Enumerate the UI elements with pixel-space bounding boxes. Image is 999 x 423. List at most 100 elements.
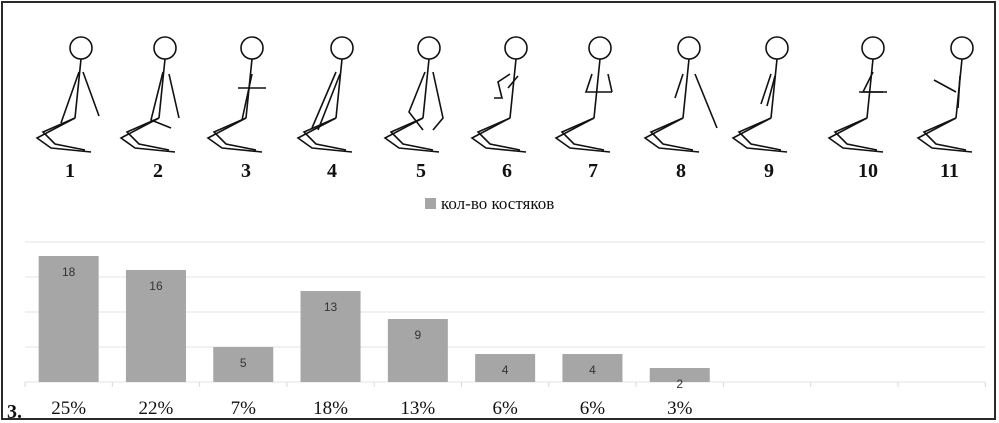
bar (387, 319, 448, 382)
figure-number: 1 (65, 160, 75, 182)
bars: 18 16 5 13 9 4 4 2 (38, 256, 710, 391)
figure-head (240, 36, 264, 60)
percent-label: 13% (400, 398, 435, 419)
bar (213, 347, 274, 382)
skeleton-figure: 11 (916, 36, 974, 182)
figure-leg (383, 117, 440, 153)
percent-label: 25% (51, 398, 86, 419)
figure-arm (317, 73, 341, 131)
figure-leg (206, 117, 263, 153)
figure-leg (916, 117, 973, 153)
figure-number: 11 (940, 160, 959, 182)
bar-value-label: 2 (676, 377, 683, 391)
figure-arm (408, 71, 426, 131)
skeleton-figure: 7 (554, 36, 613, 182)
figure-number: 2 (153, 160, 163, 182)
percent-label: 7% (231, 398, 257, 419)
figure-leg (470, 117, 527, 153)
skeleton-figure: 6 (470, 36, 528, 182)
bar (562, 354, 623, 382)
figure-arm (82, 71, 100, 117)
figure-leg (833, 117, 878, 151)
bar (649, 368, 710, 382)
figure-torso (593, 58, 601, 119)
figure-head (153, 36, 177, 60)
bar-value-label: 9 (415, 328, 422, 342)
skeleton-figure: 1 (35, 36, 100, 182)
figure-arm (311, 71, 337, 129)
figure-head (504, 36, 528, 60)
legend: кол-во костяков (425, 194, 554, 213)
bar-value-label: 4 (589, 363, 596, 377)
figure-arm (694, 73, 718, 129)
figure-number: 7 (588, 160, 598, 182)
bar-value-label: 5 (240, 356, 247, 370)
figure-leg (649, 117, 694, 151)
skeleton-figure: 10 (827, 36, 887, 182)
bar (125, 270, 186, 382)
figure-arm (494, 73, 511, 99)
figure-arm (766, 75, 776, 107)
figure-head (69, 36, 93, 60)
figure-number: 3 (241, 160, 251, 182)
figure-number: 8 (676, 160, 686, 182)
percent-label: 22% (139, 398, 174, 419)
figure-head (765, 36, 789, 60)
skeleton-figure: 2 (119, 36, 180, 182)
figure-leg (731, 117, 788, 153)
legend-swatch (425, 198, 436, 209)
figure-leg (643, 117, 700, 153)
bar-value-label: 4 (502, 363, 509, 377)
figure-leg (41, 117, 86, 151)
figure-head (861, 36, 885, 60)
figure-arm (957, 75, 961, 109)
skeleton-figure: 5 (383, 36, 444, 182)
figure-head (330, 36, 354, 60)
figure-leg (922, 117, 967, 151)
figure-leg (296, 117, 353, 153)
figure-leg (389, 117, 434, 151)
bar-value-label: 18 (62, 265, 76, 279)
figure-torso (682, 58, 690, 119)
percent-label: 18% (313, 398, 348, 419)
figure-arm (607, 73, 613, 93)
figure-leg (35, 117, 92, 153)
figure-leg (476, 117, 521, 151)
percent-label: 6% (492, 398, 518, 419)
figure-head (588, 36, 612, 60)
legend-label: кол-во костяков (441, 194, 554, 213)
percent-labels: 25% 22% 7% 18% 13% 6% 6% 3% (51, 398, 692, 419)
figure-arm (933, 79, 957, 93)
figure-arm (432, 71, 444, 131)
figure-arm (168, 73, 180, 119)
figure-number: 9 (764, 160, 774, 182)
figure-label: 3. (7, 401, 22, 423)
figure-leg (560, 117, 605, 151)
figure-head (950, 36, 974, 60)
figure-arm (584, 73, 612, 93)
figure-head (417, 36, 441, 60)
bar (300, 291, 361, 382)
figure-arm (150, 71, 172, 129)
figure-arm (861, 71, 883, 93)
figure-torso (158, 58, 166, 119)
percent-label: 6% (580, 398, 606, 419)
percent-label: 3% (667, 398, 693, 419)
figure-leg (125, 117, 170, 151)
figure-torso (74, 58, 82, 119)
skeleton-figure: 9 (731, 36, 789, 182)
bar-value-label: 13 (324, 300, 338, 314)
bar (38, 256, 99, 382)
figure-number: 5 (416, 160, 426, 182)
bar-value-label: 16 (149, 279, 163, 293)
skeleton-figure: 8 (643, 36, 718, 182)
figure-arm (674, 73, 684, 99)
figure-leg (212, 117, 257, 151)
figure-leg (554, 117, 611, 153)
figure-number: 4 (327, 160, 337, 182)
figure-number: 10 (858, 160, 878, 182)
bar (475, 354, 536, 382)
skeleton-figure: 3 (206, 36, 266, 182)
